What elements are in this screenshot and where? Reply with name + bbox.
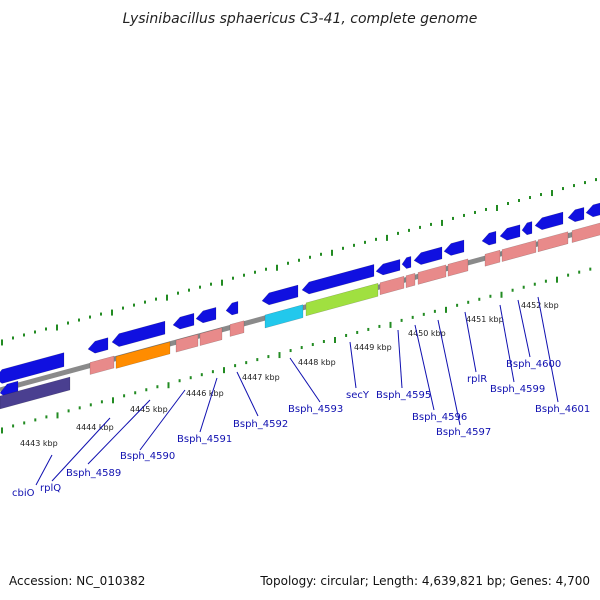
gene-block bbox=[305, 282, 379, 317]
gene-block bbox=[87, 337, 109, 354]
inner-tick-ring bbox=[1, 267, 592, 434]
accession-label: Accession: NC_010382 bbox=[9, 574, 145, 588]
gene-label-bsph-4593[interactable]: Bsph_4593 bbox=[288, 404, 343, 415]
gene-block bbox=[417, 264, 447, 285]
gene-block bbox=[115, 341, 171, 369]
scale-label: 4448 kbp bbox=[298, 358, 336, 367]
scale-label: 4443 kbp bbox=[20, 439, 58, 448]
scale-label: 4450 kbp bbox=[408, 329, 446, 338]
gene-label-bsph-4600[interactable]: Bsph_4600 bbox=[506, 359, 561, 370]
scale-label: 4445 kbp bbox=[130, 405, 168, 414]
gene-block bbox=[484, 249, 501, 267]
gene-labels: cbiO rplQ Bsph_4589 Bsph_4590 Bsph_4591 … bbox=[12, 359, 590, 499]
gene-label-bsph-4599[interactable]: Bsph_4599 bbox=[490, 384, 545, 395]
gene-label-bsph-4591[interactable]: Bsph_4591 bbox=[177, 434, 232, 445]
feature-track bbox=[0, 202, 600, 410]
gene-block bbox=[521, 221, 533, 236]
gene-block bbox=[413, 246, 443, 265]
gene-block bbox=[111, 320, 166, 347]
gene-block bbox=[499, 224, 521, 241]
gene-block bbox=[199, 327, 223, 346]
outer-tick-ring bbox=[1, 178, 597, 346]
gene-block bbox=[481, 230, 497, 246]
gene-block bbox=[261, 284, 299, 306]
scale-label: 4444 kbp bbox=[76, 423, 114, 432]
gene-block bbox=[89, 355, 115, 375]
gene-block bbox=[585, 202, 600, 218]
scale-label: 4449 kbp bbox=[354, 343, 392, 352]
gene-label-bsph-4601[interactable]: Bsph_4601 bbox=[535, 404, 590, 415]
gene-block bbox=[443, 239, 465, 256]
gene-block bbox=[172, 312, 195, 330]
gene-block bbox=[379, 275, 405, 296]
gene-block bbox=[301, 264, 375, 295]
gene-label-secy[interactable]: secY bbox=[346, 390, 370, 401]
gene-block bbox=[401, 256, 412, 269]
scale-label: 4446 kbp bbox=[186, 389, 224, 398]
gene-label-bsph-4595[interactable]: Bsph_4595 bbox=[376, 390, 431, 401]
gene-block bbox=[534, 211, 564, 231]
gene-block bbox=[195, 306, 217, 324]
gene-block bbox=[567, 207, 585, 223]
gene-block bbox=[0, 376, 71, 410]
gene-label-bsph-4590[interactable]: Bsph_4590 bbox=[120, 451, 175, 462]
gene-block bbox=[447, 258, 469, 277]
genome-summary: Topology: circular; Length: 4,639,821 bp… bbox=[259, 574, 590, 588]
gene-label-cbio[interactable]: cbiO bbox=[12, 488, 35, 499]
gene-block bbox=[571, 222, 600, 243]
gene-block bbox=[375, 259, 401, 276]
gene-block bbox=[225, 301, 239, 316]
gene-block bbox=[405, 272, 416, 289]
gene-label-rplr[interactable]: rplR bbox=[467, 374, 487, 385]
gene-label-bsph-4597[interactable]: Bsph_4597 bbox=[436, 427, 491, 438]
label-leaders bbox=[35, 296, 559, 486]
gene-block bbox=[501, 240, 537, 262]
scale-label: 4451 kbp bbox=[466, 315, 504, 324]
gene-label-rplq[interactable]: rplQ bbox=[40, 483, 61, 494]
gene-label-bsph-4592[interactable]: Bsph_4592 bbox=[233, 419, 288, 430]
gene-block bbox=[0, 352, 65, 384]
gene-block bbox=[229, 320, 245, 337]
gene-label-bsph-4596[interactable]: Bsph_4596 bbox=[412, 412, 467, 423]
scale-label: 4447 kbp bbox=[242, 373, 280, 382]
gene-block bbox=[175, 333, 199, 353]
map-title: Lysinibacillus sphaericus C3-41, complet… bbox=[123, 11, 478, 27]
gene-block bbox=[264, 304, 304, 329]
gene-label-bsph-4589[interactable]: Bsph_4589 bbox=[66, 468, 121, 479]
gene-block bbox=[537, 231, 569, 253]
